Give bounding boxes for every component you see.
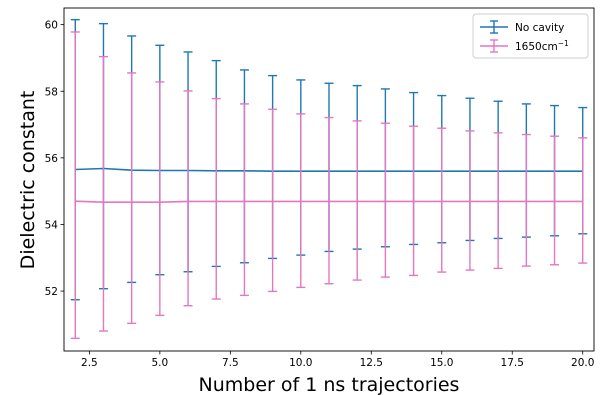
x-tick-label: 20.0 [571, 357, 594, 369]
legend: No cavity 1650cm−1 [472, 13, 589, 59]
x-axis-label: Number of 1 ns trajectories [199, 374, 460, 395]
y-tick-label: 60 [45, 20, 58, 32]
y-axis-label: Dielectric constant [17, 91, 39, 270]
x-tick-label: 5.0 [151, 357, 168, 369]
legend-label: No cavity [515, 22, 564, 34]
y-tick-label: 54 [45, 219, 59, 231]
series-1650cm [70, 31, 588, 340]
x-tick-label: 15.0 [430, 357, 453, 369]
series-line [75, 200, 583, 203]
x-tick-label: 12.5 [360, 357, 383, 369]
y-axis: 52 54 56 58 60 [45, 20, 64, 298]
y-tick-label: 56 [45, 153, 59, 165]
x-tick-label: 7.5 [222, 357, 239, 369]
legend-label: 1650cm−1 [515, 39, 569, 53]
series-layer [70, 18, 588, 340]
legend-label-superscript: −1 [558, 39, 569, 48]
y-tick-label: 52 [45, 286, 58, 298]
x-axis: 2.5 5.0 7.5 10.0 12.5 15.0 17.5 20.0 [81, 351, 594, 369]
x-tick-label: 10.0 [289, 357, 312, 369]
y-tick-label: 58 [45, 86, 58, 98]
plot-frame [63, 7, 595, 352]
legend-box [472, 13, 589, 59]
x-tick-label: 17.5 [501, 357, 524, 369]
x-tick-label: 2.5 [81, 357, 98, 369]
